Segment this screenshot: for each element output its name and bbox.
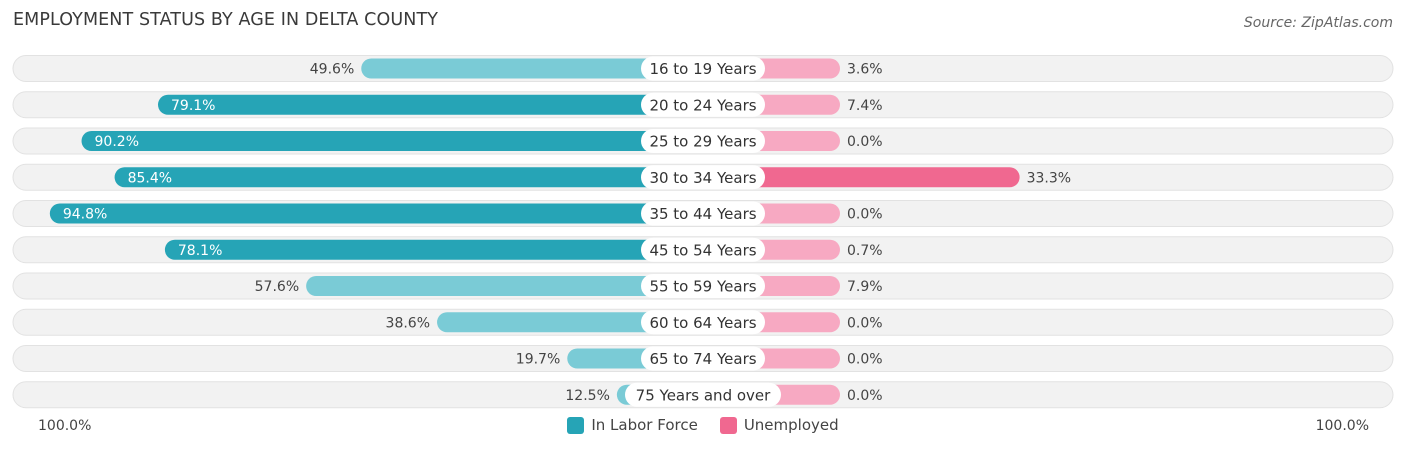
category-label: 60 to 64 Years <box>649 314 756 332</box>
row-2: 90.2% 0.0% 25 to 29 Years <box>12 127 1394 155</box>
bar-labor-force[interactable] <box>158 94 704 115</box>
bar-labor-force[interactable] <box>49 203 703 224</box>
value-label-unemployed: 7.9% <box>847 279 883 295</box>
legend-label-unemployed: Unemployed <box>743 416 839 434</box>
value-label-labor-force: 57.6% <box>255 279 299 295</box>
legend: In Labor Force Unemployed <box>0 416 1406 434</box>
category-pill <box>641 56 765 81</box>
legend-swatch-unemployed <box>719 416 737 434</box>
category-pill <box>641 310 765 335</box>
value-label-unemployed: 0.7% <box>847 243 883 259</box>
category-pill <box>641 129 765 153</box>
value-label-unemployed: 0.0% <box>847 134 883 150</box>
chart-title: EMPLOYMENT STATUS BY AGE IN DELTA COUNTY <box>13 10 439 30</box>
category-pill <box>641 165 765 190</box>
value-label-unemployed: 3.6% <box>847 62 883 78</box>
row-7: 38.6% 0.0% 60 to 64 Years <box>12 308 1394 336</box>
row-1: 79.1% 7.4% 20 to 24 Years <box>12 91 1394 119</box>
bar-unemployed[interactable] <box>703 167 1020 188</box>
bar-labor-force[interactable] <box>437 312 703 333</box>
legend-item-unemployed[interactable]: Unemployed <box>719 416 839 434</box>
row-4: 94.8% 0.0% 35 to 44 Years <box>12 200 1394 227</box>
value-label-labor-force: 12.5% <box>565 388 609 404</box>
axis-right-label: 100.0% <box>1315 418 1369 434</box>
category-label: 65 to 74 Years <box>649 350 756 368</box>
category-label: 55 to 59 Years <box>649 278 756 296</box>
value-label-labor-force: 38.6% <box>386 315 430 331</box>
category-label: 45 to 54 Years <box>649 241 756 259</box>
value-label-labor-force: 19.7% <box>516 352 560 368</box>
row-8: 19.7% 0.0% 65 to 74 Years <box>12 345 1394 372</box>
row-6: 57.6% 7.9% 55 to 59 Years <box>12 272 1394 300</box>
bar-labor-force[interactable] <box>306 276 703 296</box>
value-label-unemployed: 7.4% <box>847 98 883 114</box>
category-label: 75 Years and over <box>636 386 771 404</box>
row-0: 49.6% 3.6% 16 to 19 Years <box>12 55 1394 82</box>
value-label-unemployed: 0.0% <box>847 207 883 223</box>
category-pill <box>641 274 765 298</box>
bar-labor-force[interactable] <box>81 131 704 151</box>
category-label: 30 to 34 Years <box>649 169 756 187</box>
category-pill <box>641 201 765 226</box>
row-3: 85.4% 33.3% 30 to 34 Years <box>12 163 1394 191</box>
value-label-labor-force: 90.2% <box>95 134 139 150</box>
value-label-labor-force: 49.6% <box>310 62 354 78</box>
category-label: 20 to 24 Years <box>649 96 756 114</box>
category-pill <box>625 382 781 407</box>
category-label: 35 to 44 Years <box>649 205 756 223</box>
value-label-unemployed: 0.0% <box>847 315 883 331</box>
category-pill <box>641 237 765 262</box>
value-label-unemployed: 0.0% <box>847 352 883 368</box>
value-label-unemployed: 33.3% <box>1027 170 1071 186</box>
value-label-unemployed: 0.0% <box>847 388 883 404</box>
value-label-labor-force: 78.1% <box>178 243 222 259</box>
category-label: 16 to 19 Years <box>649 60 756 78</box>
category-label: 25 to 29 Years <box>649 133 756 151</box>
bar-labor-force[interactable] <box>361 58 703 79</box>
legend-item-labor-force[interactable]: In Labor Force <box>567 416 698 434</box>
category-pill <box>641 92 765 117</box>
bar-labor-force[interactable] <box>164 239 704 260</box>
source-label: Source: ZipAtlas.com <box>1243 15 1393 31</box>
bar-labor-force[interactable] <box>114 167 704 188</box>
axis-left-label: 100.0% <box>38 418 92 434</box>
value-label-labor-force: 79.1% <box>171 98 215 114</box>
row-9: 12.5% 0.0% 75 Years and over <box>12 381 1394 409</box>
value-label-labor-force: 85.4% <box>128 170 172 186</box>
category-pill <box>641 346 765 371</box>
value-label-labor-force: 94.8% <box>63 207 107 223</box>
legend-swatch-labor-force <box>567 416 585 434</box>
legend-label-labor-force: In Labor Force <box>591 416 698 434</box>
row-5: 78.1% 0.7% 45 to 54 Years <box>12 236 1394 264</box>
